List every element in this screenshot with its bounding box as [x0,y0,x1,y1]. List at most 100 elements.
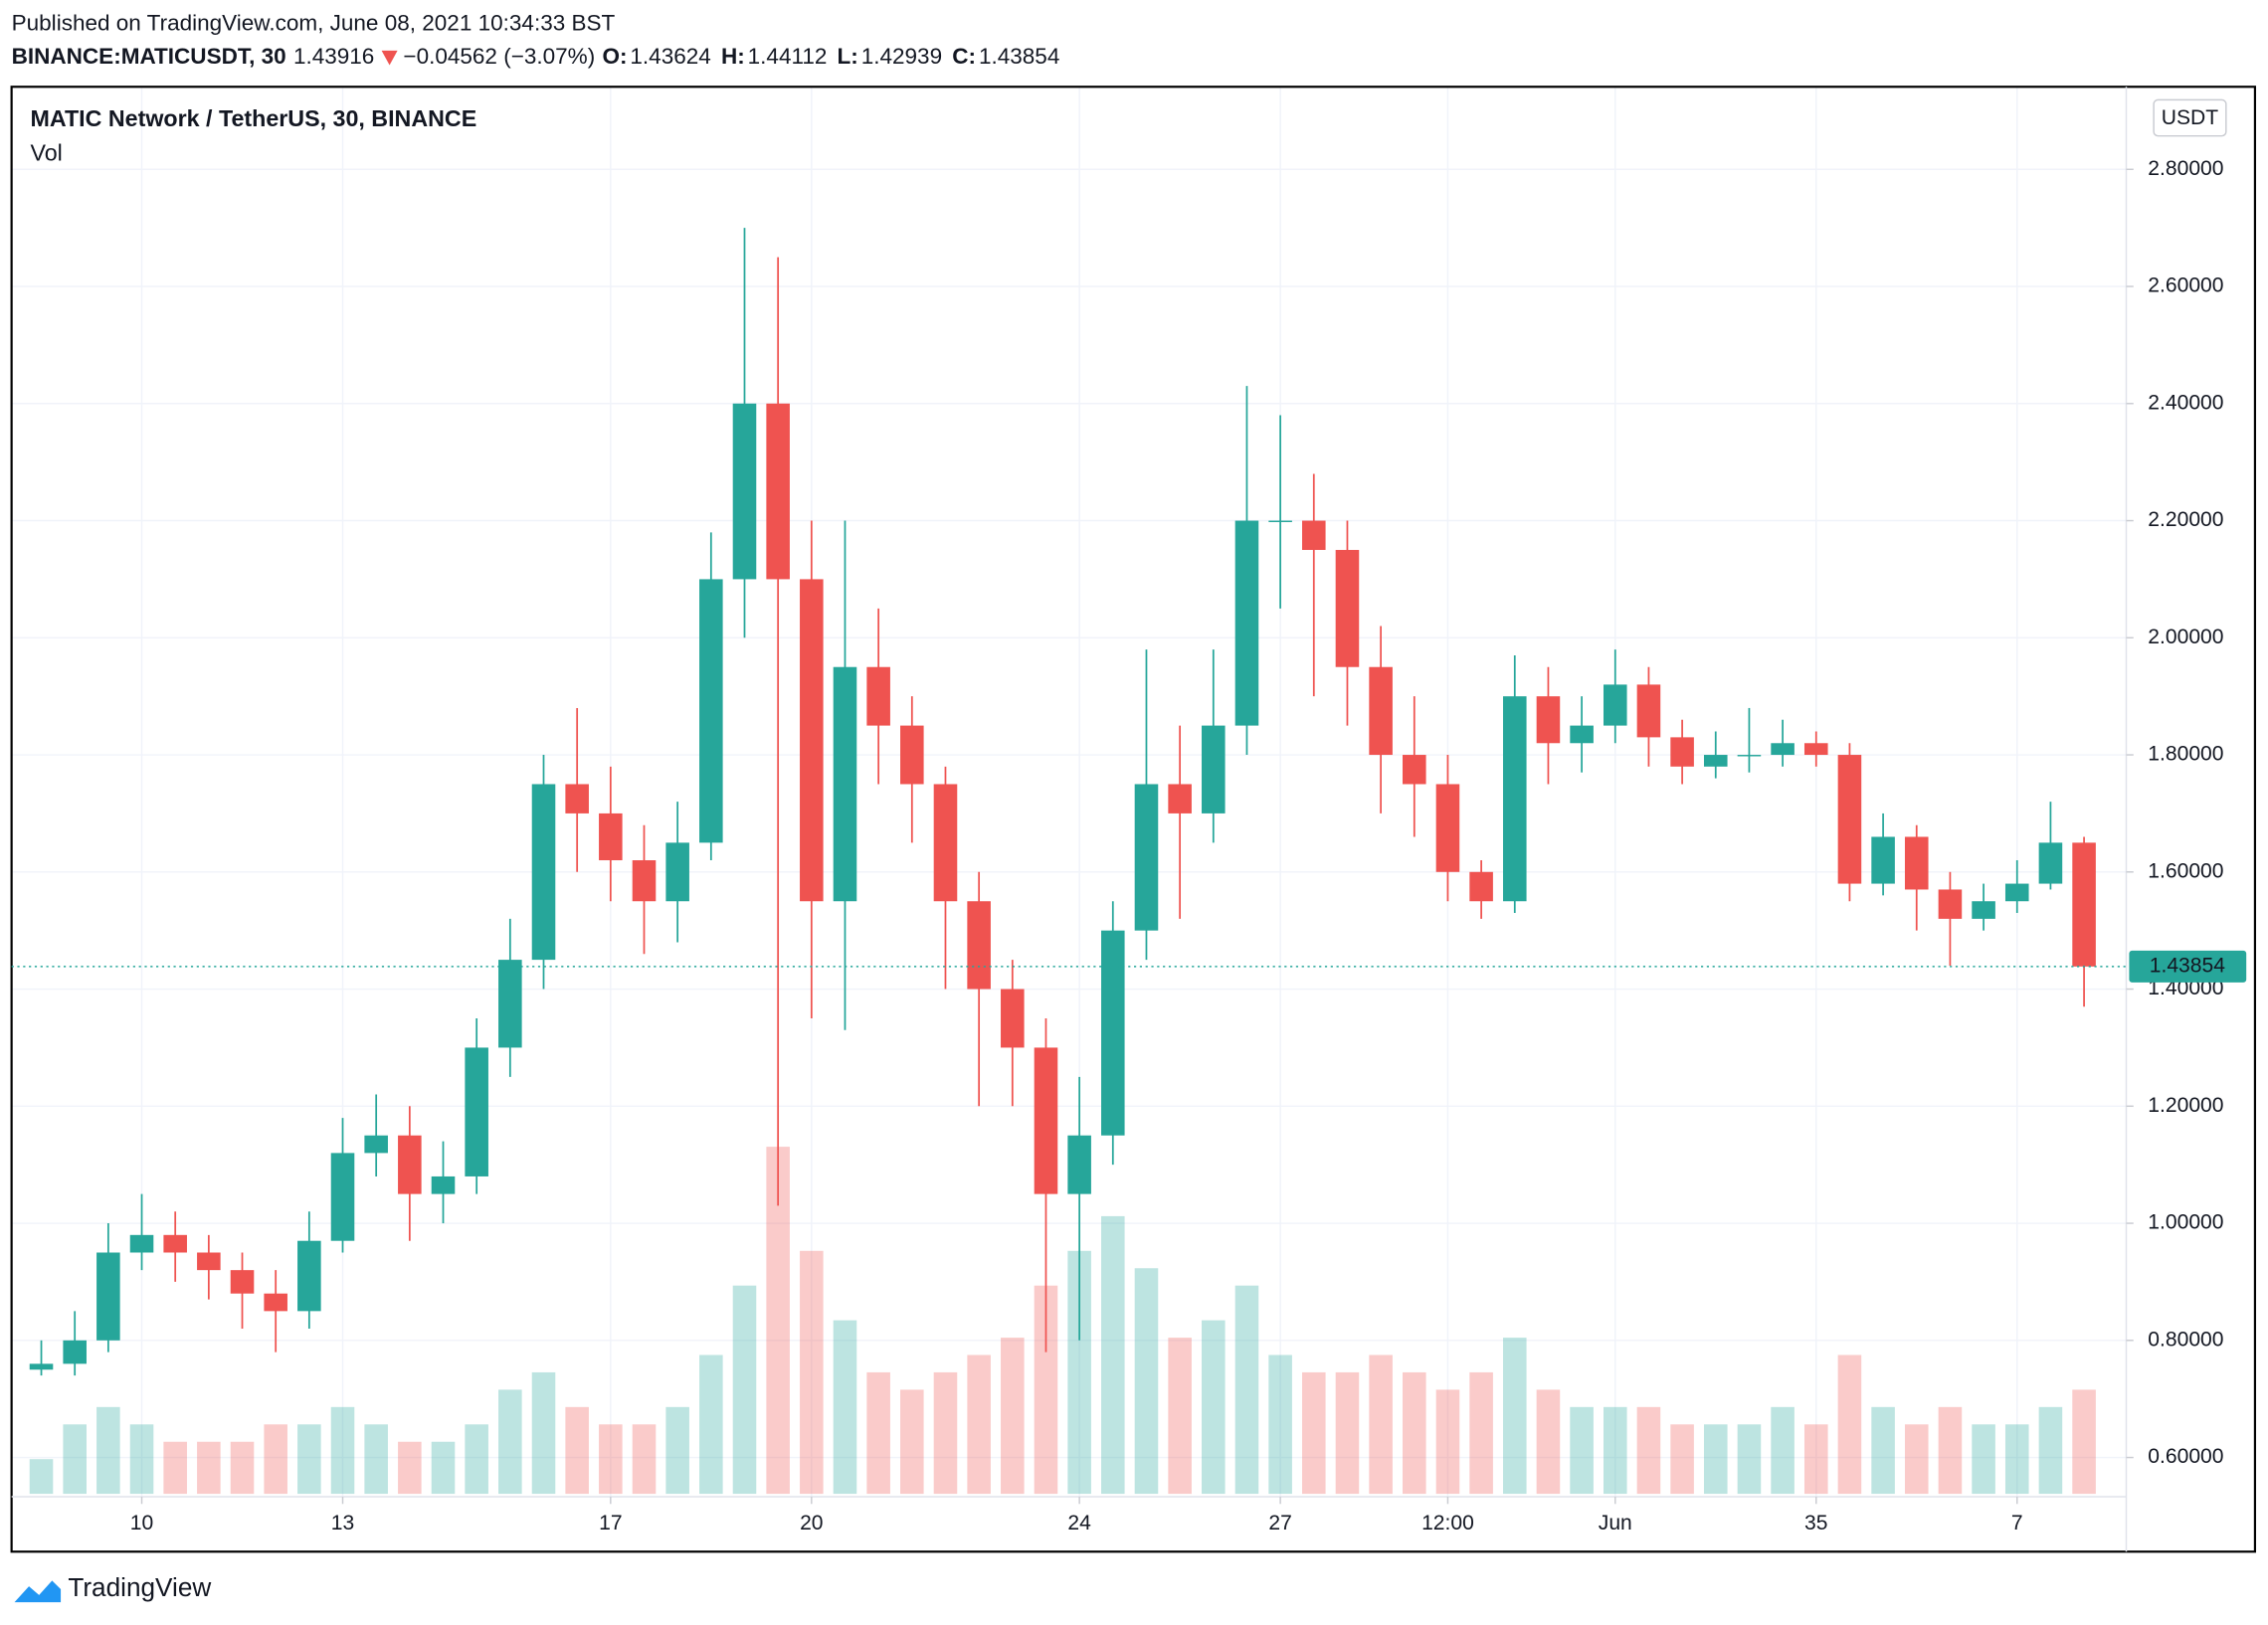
candle-body [297,1240,321,1312]
candle-body [1168,784,1192,813]
ohlc-value: 1.43624 [630,44,710,69]
candle-body [498,960,522,1048]
y-tick-label: 1.80000 [2148,743,2223,766]
candle-body [1703,755,1728,767]
volume-bar [1034,1285,1058,1495]
candle-body [197,1252,221,1271]
y-tick-label: 1.60000 [2148,859,2223,882]
candle-body [1871,836,1895,884]
volume-bar [1771,1406,1795,1495]
volume-bar [1134,1268,1159,1495]
volume-bar [1904,1424,1929,1495]
candle-body [96,1252,120,1341]
volume-bar [431,1441,456,1495]
volume-bar [63,1424,87,1495]
volume-bar [1435,1389,1460,1495]
candle-body [364,1135,388,1154]
volume-bar [1670,1424,1694,1495]
ohlc-label: L: [838,44,858,69]
y-tick-label: 1.20000 [2148,1094,2223,1117]
candle-body [732,403,757,580]
candle-body [163,1234,187,1253]
volume-bar [531,1371,556,1495]
x-tick-label: 12:00 [1421,1512,1474,1535]
price-change: −0.04562 (−3.07%) [403,44,595,69]
candle-body [565,784,589,813]
volume-bar [1570,1406,1594,1495]
currency-badge[interactable] [2153,98,2227,137]
candle-body [2072,842,2096,967]
ohlc-value: 1.44112 [748,44,828,69]
candle-body [1335,549,1360,667]
candle-layer [29,228,2096,1376]
volume-bar [197,1441,221,1495]
logo-icon [14,1580,62,1603]
candle-body [531,784,556,961]
candle-body [1670,737,1694,767]
volume-bar [1369,1354,1393,1495]
ohlc-value: 1.43854 [979,44,1059,69]
candle-body [431,1175,456,1194]
volume-bar [1938,1406,1963,1495]
ohlc-label: C: [952,44,976,69]
ohlc-label: H: [721,44,745,69]
volume-bar [900,1389,924,1495]
grid [11,87,2127,1497]
candle-body [1268,520,1292,522]
volume-bar [1502,1338,1527,1495]
candle-body [230,1270,255,1294]
volume-bar [565,1406,589,1495]
volume-bar [2004,1424,2029,1495]
candle-body [1570,725,1594,744]
candle-body [933,784,958,902]
volume-bar [1302,1371,1326,1495]
volume-bar [1168,1338,1192,1495]
candle-body [699,579,723,843]
candle-body [1134,784,1159,931]
volume-bar [1603,1406,1627,1495]
candle-body [1972,901,1995,919]
volume-bar [1234,1285,1259,1495]
volume-bar [800,1250,824,1495]
volume-bar [297,1424,321,1495]
candle-body [398,1135,422,1194]
candle-body [1369,666,1393,756]
y-tick-label: 2.80000 [2148,157,2223,180]
x-tick-label: 35 [1804,1512,1827,1535]
volume-bar [330,1406,355,1495]
volume-bar [1335,1371,1360,1495]
volume-bar [732,1285,757,1495]
y-tick-label: 2.00000 [2148,626,2223,648]
volume-bar [230,1441,255,1495]
volume-bar [1403,1371,1426,1495]
x-tick-label: 24 [1067,1512,1091,1535]
volume-bar [498,1389,522,1495]
tradingview-logo: TradingView [14,1572,211,1603]
volume-layer [29,1147,2096,1495]
candle-body [1403,755,1426,785]
candle-body [1502,696,1527,902]
x-tick-label: 27 [1268,1512,1291,1535]
volume-bar [2072,1389,2096,1495]
candle-body [967,901,991,990]
candle-body [1636,684,1661,738]
volume-bar [833,1320,857,1495]
volume-bar [1101,1215,1125,1495]
symbol: BINANCE:MATICUSDT, 30 [12,44,286,69]
y-tick-label: 0.60000 [2148,1445,2223,1468]
volume-bar [1837,1354,1862,1495]
candle-body [766,403,790,580]
volume-bar [933,1371,958,1495]
volume-bar [665,1406,689,1495]
volume-bar [1001,1338,1025,1495]
volume-bar [699,1354,723,1495]
last-price-label: 1.43854 [2150,954,2225,977]
volume-bar [364,1424,388,1495]
currency-label[interactable]: USDT [2162,106,2219,129]
volume-bar [1972,1424,1995,1495]
candle-body [29,1363,54,1370]
volume-bar [96,1406,120,1495]
candle-body [1904,836,1929,890]
chart-frame [10,86,2257,1553]
